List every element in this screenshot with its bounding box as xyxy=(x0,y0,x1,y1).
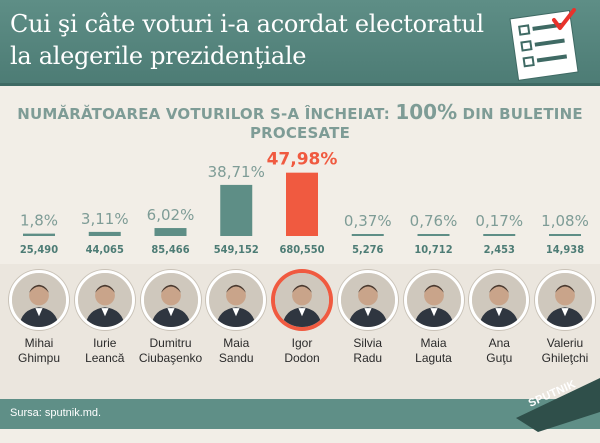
candidate-name: Ana Guţu xyxy=(460,336,538,366)
value-label-6: 0,37% xyxy=(344,212,392,230)
candidate-last-name: Guţu xyxy=(486,351,513,365)
candidate-name: Dumitru Ciubaşenko xyxy=(132,336,210,366)
votes-label-6: 5,276 xyxy=(352,243,383,256)
value-label-5: 47,98% xyxy=(267,150,338,170)
candidate-portrait-icon xyxy=(337,270,398,330)
candidate-first-name: Dumitru xyxy=(149,336,192,350)
votes-label-3: 85,466 xyxy=(151,243,189,256)
candidate-name: Maia Laguta xyxy=(395,336,473,366)
candidate-portrait-icon xyxy=(74,270,135,330)
candidate-name: Valeriu Ghileţchi xyxy=(526,336,600,366)
bar-2 xyxy=(88,231,121,236)
candidate-first-name: Ana xyxy=(488,336,510,350)
results-bar-chart: 1,8% 25,490 3,11% 44,065 6,02% 85,466 38,71% 54… xyxy=(20,150,589,256)
subtitle-suffix: DIN BULETINE PROCESATE xyxy=(249,105,583,142)
value-label-3: 6,02% xyxy=(147,206,195,224)
candidate-name: Iurie Leancă xyxy=(66,336,144,366)
candidate-portrait-icon xyxy=(206,270,267,330)
subtitle: NUMĂRĂTOAREA VOTURILOR S-A ÎNCHEIAT: 100… xyxy=(0,100,600,142)
bar-9 xyxy=(549,234,581,236)
value-label-7: 0,76% xyxy=(410,212,458,230)
candidate-portrait-icon xyxy=(140,270,201,330)
value-label-9: 1,08% xyxy=(541,212,589,230)
value-label-8: 0,17% xyxy=(475,212,523,230)
votes-label-7: 10,712 xyxy=(414,243,452,256)
title-line-2: la alegerile prezidenţiale xyxy=(10,42,307,70)
subtitle-prefix: NUMĂRĂTOAREA VOTURILOR S-A ÎNCHEIAT: xyxy=(17,105,396,123)
sputnik-logo xyxy=(516,378,600,432)
candidate-name: Mihai Ghimpu xyxy=(0,336,78,366)
bar-3 xyxy=(154,228,187,236)
candidate-last-name: Sandu xyxy=(218,351,254,365)
value-label-1: 1,8% xyxy=(20,212,58,230)
candidate-name: Maia Sandu xyxy=(197,336,275,366)
header-banner: Cui şi câte voturi i-a acordat electorat… xyxy=(0,0,600,86)
candidate-portrait-icon xyxy=(403,270,464,330)
votes-label-4: 549,152 xyxy=(214,243,259,256)
candidate-portrait-icon xyxy=(272,270,332,330)
candidate-name: Silvia Radu xyxy=(329,336,407,366)
bar-5 xyxy=(286,172,318,236)
candidate-first-name: Silvia xyxy=(353,336,383,350)
candidate-last-name: Ghileţchi xyxy=(541,351,589,365)
bar-1 xyxy=(23,233,55,236)
candidate-last-name: Dodon xyxy=(284,351,320,365)
candidate-last-name: Laguta xyxy=(415,351,452,365)
bar-6 xyxy=(351,234,384,236)
candidate-first-name: Maia xyxy=(420,336,447,350)
candidate-name: Igor Dodon xyxy=(263,336,341,366)
ballot-checklist-icon xyxy=(509,8,579,81)
bar-7 xyxy=(417,234,450,236)
candidate-last-name: Leancă xyxy=(85,351,125,365)
candidate-first-name: Maia xyxy=(223,336,250,350)
candidate-last-name: Ciubaşenko xyxy=(138,351,203,365)
candidate-first-name: Mihai xyxy=(24,336,54,350)
bar-8 xyxy=(483,234,516,236)
candidate-portrait-icon xyxy=(9,270,69,330)
candidate-portrait-icon xyxy=(469,270,530,330)
title-line-1: Cui şi câte voturi i-a acordat electorat… xyxy=(10,10,484,38)
bar-4 xyxy=(220,184,253,236)
candidate-first-name: Valeriu xyxy=(546,336,584,350)
votes-label-1: 25,490 xyxy=(20,243,58,256)
candidate-last-name: Radu xyxy=(353,351,383,365)
votes-label-2: 44,065 xyxy=(86,243,124,256)
subtitle-percent: 100% xyxy=(395,100,458,124)
source-text: Sursa: sputnik.md. xyxy=(10,407,102,419)
footer-bar: Sursa: sputnik.md. xyxy=(0,399,600,429)
candidate-first-name: Iurie xyxy=(93,336,117,350)
candidate-first-name: Igor xyxy=(291,336,313,350)
value-label-2: 3,11% xyxy=(81,210,129,228)
page-title: Cui şi câte voturi i-a acordat electorat… xyxy=(10,8,500,72)
candidate-portrait-icon xyxy=(535,270,595,330)
votes-label-8: 2,453 xyxy=(484,243,515,256)
value-label-4: 38,71% xyxy=(208,163,265,181)
candidate-last-name: Ghimpu xyxy=(17,351,61,365)
votes-label-9: 14,938 xyxy=(546,243,584,256)
votes-label-5: 680,550 xyxy=(279,243,324,256)
